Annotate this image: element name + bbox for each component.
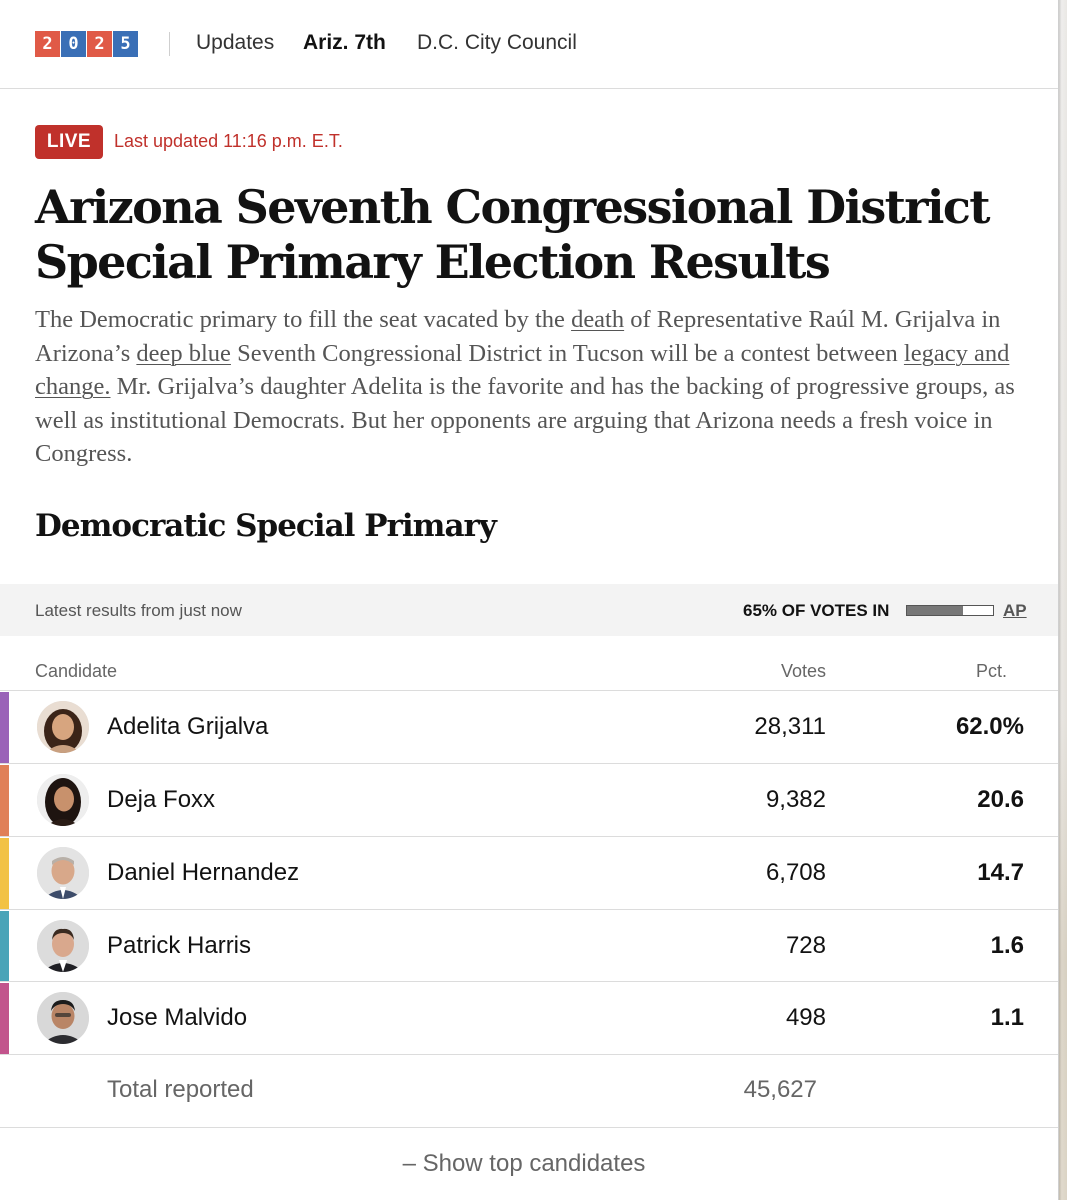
column-header-votes: Votes: [780, 661, 826, 681]
nav-link-ariz-7th[interactable]: Ariz. 7th: [303, 31, 386, 54]
candidate-pct: 14.7: [977, 859, 1024, 886]
portrait-image: [37, 992, 89, 1044]
portrait-image: [37, 774, 89, 826]
logo-digit: 2: [87, 31, 112, 57]
votes-in-progress-fill: [907, 606, 963, 615]
total-divider: [0, 1127, 1058, 1128]
candidate-avatar: [37, 774, 89, 826]
column-header-candidate: Candidate: [35, 661, 118, 681]
row-divider: [0, 981, 1058, 982]
portrait-image: [37, 847, 89, 899]
candidate-votes: 6,708: [765, 859, 826, 886]
candidate-pct: 1.6: [990, 932, 1024, 959]
party-color-stripe: [0, 983, 9, 1054]
candidate-votes: 728: [785, 932, 826, 959]
live-badge: LIVE: [35, 125, 103, 159]
dek-link[interactable]: legacy and change.: [35, 339, 1010, 401]
dek-text: The Democratic primary to fill the seat …: [35, 306, 572, 333]
party-color-stripe: [0, 765, 9, 836]
table-row: Daniel Hernandez 6,708 14.7: [0, 837, 1058, 909]
row-divider: [0, 1054, 1058, 1055]
row-divider: [0, 909, 1058, 910]
logo-digit: 2: [35, 31, 60, 57]
logo-digit: 5: [113, 31, 138, 57]
last-updated-timestamp: Last updated 11:16 p.m. E.T.: [114, 131, 343, 151]
table-row: Jose Malvido 498 1.1: [0, 982, 1058, 1054]
logo-digit: 0: [61, 31, 86, 57]
total-reported-votes: 45,627: [743, 1076, 817, 1103]
show-top-candidates-label: – Show top candidates: [402, 1150, 646, 1177]
dek-text: Seventh Congressional District in Tucson…: [230, 339, 904, 367]
candidate-avatar: [37, 992, 89, 1044]
dek-link[interactable]: death: [571, 306, 625, 333]
dek-link[interactable]: deep blue: [136, 339, 231, 367]
page-title: Arizona Seventh Congressional District S…: [35, 180, 990, 289]
race-title: Democratic Special Primary: [35, 508, 497, 544]
dek-text: of Representative Raúl M. Grijalva in Ar…: [35, 306, 1001, 367]
row-divider: [0, 836, 1058, 837]
dek-text: Mr. Grijalva’s daughter Adelita is the f…: [35, 373, 1015, 467]
total-reported-label: Total reported: [107, 1076, 254, 1103]
nav-link-dc-city-council[interactable]: D.C. City Council: [417, 31, 577, 54]
show-top-candidates-button[interactable]: – Show top candidates: [0, 1128, 1058, 1200]
nav-link-updates[interactable]: Updates: [196, 31, 275, 54]
candidate-votes: 28,311: [754, 713, 826, 740]
results-status-bar: Latest results from just now 65% OF VOTE…: [0, 584, 1058, 636]
votes-in-label: 65% OF VOTES IN: [743, 601, 890, 620]
candidate-pct: 1.1: [990, 1004, 1024, 1031]
portrait-image: [37, 920, 89, 972]
portrait-image: [37, 701, 89, 753]
party-color-stripe: [0, 911, 9, 982]
party-color-stripe: [0, 692, 9, 763]
table-row: Deja Foxx 9,382 20.6: [0, 764, 1058, 836]
candidate-name: Adelita Grijalva: [107, 713, 269, 740]
candidate-votes: 9,382: [765, 786, 826, 813]
row-divider: [0, 763, 1058, 764]
candidate-avatar: [37, 847, 89, 899]
article-summary: The Democratic primary to fill the seat …: [35, 303, 1035, 471]
candidate-name: Deja Foxx: [107, 786, 216, 813]
candidate-avatar: [37, 920, 89, 972]
nav-divider: [169, 32, 170, 56]
table-row: Patrick Harris 728 1.6: [0, 910, 1058, 982]
table-header-divider: [0, 690, 1058, 691]
column-header-pct: Pct.: [975, 661, 1007, 681]
table-row: Adelita Grijalva 28,311 62.0%: [0, 691, 1058, 763]
candidate-avatar: [37, 701, 89, 753]
ap-source-link[interactable]: AP: [1003, 601, 1027, 620]
votes-in-progress-bar: [906, 605, 994, 616]
candidate-pct: 20.6: [977, 786, 1024, 813]
latest-results-text: Latest results from just now: [35, 601, 242, 620]
party-color-stripe: [0, 838, 9, 909]
candidate-name: Daniel Hernandez: [107, 859, 300, 886]
window-edge: [1058, 0, 1067, 1200]
candidate-name: Jose Malvido: [107, 1004, 248, 1031]
candidate-votes: 498: [785, 1004, 826, 1031]
candidate-pct: 62.0%: [955, 713, 1024, 740]
candidate-name: Patrick Harris: [107, 932, 252, 959]
